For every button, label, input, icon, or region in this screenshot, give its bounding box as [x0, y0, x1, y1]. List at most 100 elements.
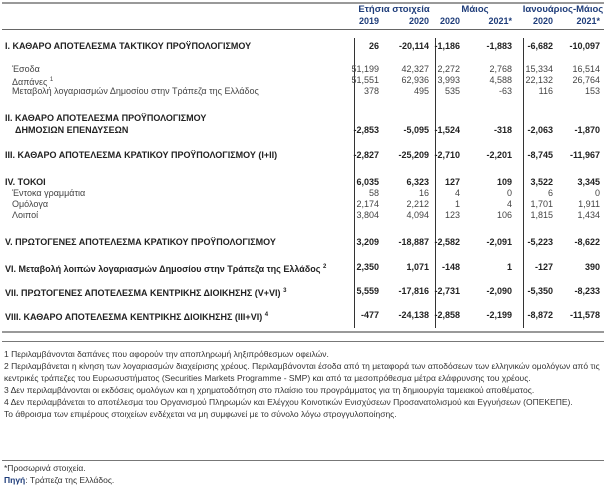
cell-value: 62,936: [401, 75, 429, 85]
footnote-ref: 3: [283, 288, 287, 294]
cell-value: 106: [496, 210, 512, 220]
cell-value: 0: [594, 188, 600, 198]
year-header: 2020: [532, 16, 553, 26]
footnote-ref: 1: [49, 77, 54, 83]
cell-value: -148: [441, 262, 460, 272]
cell-value: 1: [454, 199, 460, 209]
cell-value: 16: [418, 188, 429, 198]
cell-value: -318: [493, 125, 512, 135]
cell-value: -17,816: [398, 286, 429, 296]
table-row: II. ΚΑΘΑΡΟ ΑΠΟΤΕΛΕΣΜΑ ΠΡΟΫΠΟΛΟΓΙΣΜΟΥ ΔΗΜΟ…: [0, 113, 606, 136]
header-annual: Ετήσια στοιχεία: [358, 4, 430, 15]
cell-value: -2,858: [434, 310, 460, 320]
cell-value: 127: [444, 177, 460, 187]
cell-value: -18,887: [398, 237, 429, 247]
cell-value: -2,091: [486, 237, 512, 247]
row-label-text: Λοιποί: [12, 210, 39, 220]
cell-value: -2,710: [434, 150, 460, 160]
cell-value: -2,853: [353, 125, 379, 135]
table-row: Δαπάνες 1 51,551 62,936 3,993 4,588 22,132 26,…: [0, 74, 606, 88]
row-label-text: VII. ΠΡΩΤΟΓΕΝΕΣ ΑΠΟΤΕΛΕΣΜΑ ΚΕΝΤΡΙΚΗΣ ΔΙΟ…: [5, 288, 281, 298]
row-label: VIII. ΚΑΘΑΡΟ ΑΠΟΤΕΛΕΣΜΑ ΚΕΝΤΡΙΚΗΣ ΔΙΟΙΚΗ…: [5, 309, 268, 323]
cell-value: 3,345: [577, 177, 600, 187]
cell-value: 2,212: [406, 199, 429, 209]
cell-value: 1,434: [577, 210, 600, 220]
cell-value: -10,097: [569, 41, 600, 51]
header-may: Μάιος: [461, 4, 489, 15]
cell-value: -6,682: [527, 41, 553, 51]
row-label: Έσοδα: [12, 63, 40, 75]
cell-value: -127: [534, 262, 553, 272]
cell-value: -2,201: [486, 150, 512, 160]
cell-value: -20,114: [398, 41, 429, 51]
row-label-text: V. ΠΡΩΤΟΓΕΝΕΣ ΑΠΟΤΕΛΕΣΜΑ ΚΡΑΤΙΚΟΥ ΠΡΟΫΠΟ…: [5, 237, 276, 247]
top-rule: [2, 2, 604, 4]
row-label-text: Ομόλογα: [12, 199, 49, 209]
footnote-1: 1 Περιλαμβάνονται δαπάνες που αφορούν τη…: [4, 349, 329, 359]
cell-value: 6,035: [356, 177, 379, 187]
row-label: Έντοκα γραμμάτια: [12, 187, 85, 199]
source-rule: [2, 460, 604, 461]
cell-value: -5,095: [403, 125, 429, 135]
cell-value: 1,701: [530, 199, 553, 209]
cell-value: -2,199: [486, 310, 512, 320]
row-label: Μεταβολή λογαριασμών Δημοσίου στην Τράπε…: [12, 85, 259, 97]
table-row: Έντοκα γραμμάτια 58 16 4 0 6 0: [0, 187, 606, 199]
source-text: : Τράπεζα της Ελλάδος.: [25, 475, 115, 485]
cell-value: 51,199: [351, 64, 379, 74]
cell-value: 2,272: [437, 64, 460, 74]
cell-value: 2,350: [356, 262, 379, 272]
cell-value: -25,209: [398, 150, 429, 160]
cell-value: -8,622: [574, 237, 600, 247]
year-header: 2019: [358, 16, 379, 26]
column-divider: [523, 38, 524, 328]
cell-value: -1,883: [486, 41, 512, 51]
cell-value: 2,768: [489, 64, 512, 74]
footnote-3: 3 Δεν περιλαμβάνονται οι εκδόσεις ομολόγ…: [4, 385, 535, 395]
header-jan-may: Ιανουάριος-Μάιος: [522, 4, 604, 15]
cell-value: -24,138: [398, 310, 429, 320]
row-label-text: Δαπάνες: [12, 77, 48, 87]
cell-value: 4,588: [489, 75, 512, 85]
cell-value: 2,174: [356, 199, 379, 209]
cell-value: 4,094: [406, 210, 429, 220]
row-label-text: IV. ΤΟΚΟΙ: [5, 177, 46, 187]
cell-value: 3,522: [530, 177, 553, 187]
cell-value: 58: [368, 188, 379, 198]
table-row: VI. Μεταβολή λοιπών λογαριασμών Δημοσίου…: [0, 261, 606, 274]
cell-value: 26,764: [572, 75, 600, 85]
cell-value: 16,514: [572, 64, 600, 74]
row-label-text: II. ΚΑΘΑΡΟ ΑΠΟΤΕΛΕΣΜΑ ΠΡΟΫΠΟΛΟΓΙΣΜΟΥ: [5, 113, 207, 123]
cell-value: -2,090: [486, 286, 512, 296]
cell-value: 26: [368, 41, 379, 51]
cell-value: -2,063: [527, 125, 553, 135]
provisional-note: *Προσωρινά στοιχεία.: [4, 463, 86, 473]
footnote-ref: 2: [322, 264, 327, 270]
cell-value: 1,815: [530, 210, 553, 220]
table-row: Έσοδα 51,199 42,327 2,272 2,768 15,334 16,514: [0, 63, 606, 75]
cell-value: 6,323: [406, 177, 429, 187]
cell-value: -1,870: [574, 125, 600, 135]
cell-value: -1,524: [434, 125, 460, 135]
column-divider: [435, 38, 436, 328]
row-label-text: Έσοδα: [12, 64, 40, 74]
row-label: V. ΠΡΩΤΟΓΕΝΕΣ ΑΠΟΤΕΛΕΣΜΑ ΚΡΑΤΙΚΟΥ ΠΡΟΫΠΟ…: [5, 236, 276, 248]
cell-value: 6: [547, 188, 553, 198]
row-label-text: Έντοκα γραμμάτια: [12, 188, 86, 198]
cell-value: 0: [506, 188, 512, 198]
cell-value: -5,350: [527, 286, 553, 296]
footnote-rule: [2, 341, 604, 342]
year-header: 2020: [408, 16, 429, 26]
row-label: Δαπάνες 1: [12, 74, 53, 88]
cell-value: 42,327: [401, 64, 429, 74]
bottom-rule: [2, 331, 604, 333]
column-divider: [354, 38, 355, 328]
cell-value: -11,967: [569, 150, 600, 160]
cell-value: -1,186: [434, 41, 460, 51]
year-header: 2021*: [576, 16, 600, 26]
cell-value: -11,578: [569, 310, 600, 320]
footnote-4: 4 Δεν περιλαμβάνεται το αποτέλεσμα του Ο…: [4, 397, 573, 407]
row-label: Ομόλογα: [12, 198, 48, 210]
cell-value: 4: [506, 199, 512, 209]
row-label-text: I. ΚΑΘΑΡΟ ΑΠΟΤΕΛΕΣΜΑ ΤΑΚΤΙΚΟΥ ΠΡΟΫΠΟΛΟΓΙ…: [5, 41, 252, 51]
